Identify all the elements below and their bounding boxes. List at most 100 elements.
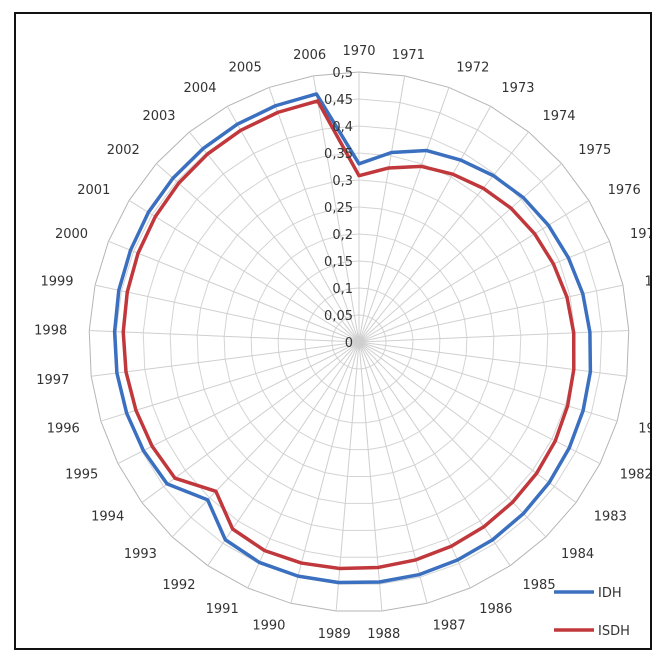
category-label: 1983 [594,510,627,525]
grid-spoke [247,341,360,589]
category-label: 1974 [542,109,575,124]
grid-spoke [358,75,406,343]
radial-tick-label: 0,1 [332,282,353,297]
grid-spoke [207,341,360,566]
radar-chart: 0 0,05 0,1 0,15 0,2 0,25 0,3 0,35 0,4 0,45 0,5 197… [34,44,650,642]
grid-spoke [358,87,450,343]
radial-tick-label: 0,25 [324,201,353,216]
category-label: 1991 [206,602,239,617]
grid-spoke [117,341,360,465]
grid-spoke [91,341,360,377]
grid-ring [169,152,549,531]
grid-spoke [358,341,618,422]
grid-ring [88,71,630,612]
radial-tick-label: 0,45 [324,93,353,108]
category-label: 1970 [342,44,375,59]
grid-spoke [358,341,547,538]
radial-tick-label: 0,05 [324,309,353,324]
radial-tick-label: 0,15 [324,255,353,270]
grid-ring [115,98,603,585]
grid-spoke [268,87,360,343]
category-label: 1997 [36,373,69,388]
radar-series [112,92,593,585]
category-label: 1986 [479,602,512,617]
legend-label: ISDH [598,624,630,639]
category-label: 1996 [47,422,80,437]
grid-spoke [155,163,360,343]
category-label: 1990 [252,619,285,634]
grid-spoke [358,341,577,503]
category-label: 2001 [77,183,110,198]
category-label: 2003 [142,109,175,124]
grid-spoke [358,341,627,377]
category-label: 1985 [523,578,556,593]
category-label: 1999 [40,274,73,289]
grid-spoke [358,330,629,343]
grid-spoke [128,200,360,343]
category-label: 1995 [65,467,98,482]
radial-tick-label: 0,35 [324,147,353,162]
grid-spoke [141,341,360,503]
category-label: 1971 [392,48,425,63]
grid-spoke [290,341,360,604]
grid-spoke [358,341,511,566]
category-label: 1992 [162,578,195,593]
category-label: 1994 [91,510,124,525]
radial-tick-labels: 0 0,05 0,1 0,15 0,2 0,25 0,3 0,35 0,4 0,45 0,5 [324,66,353,351]
grid-ring [304,287,414,397]
category-label: 1978 [644,274,650,289]
radial-tick-label: 0,2 [332,228,353,243]
grid-spoke [108,240,360,343]
grid-spoke [312,75,360,343]
grid-spoke [358,163,563,343]
category-label: 1980 [649,373,650,388]
series-line-idh [112,92,593,585]
grid-ring [331,314,387,370]
grid-spoke [100,341,360,422]
grid-spoke [358,284,624,343]
category-label: 2000 [55,227,88,242]
category-label: 2006 [293,48,326,63]
category-label: 1976 [608,183,641,198]
category-label: 1975 [578,143,611,158]
category-label: 2004 [183,81,216,96]
category-label: 1973 [501,81,534,96]
grid-ring [223,206,495,478]
radial-tick-label: 0 [345,336,353,351]
grid-spoke [89,330,360,343]
grid-ring [277,260,441,424]
grid-spoke [358,200,590,343]
category-label: 1998 [34,324,67,339]
category-label: 1988 [367,627,400,642]
category-label: 1993 [124,547,157,562]
grid-ring [250,233,468,451]
category-label: 1987 [433,619,466,634]
chart-frame: 0 0,05 0,1 0,15 0,2 0,25 0,3 0,35 0,4 0,45 0,5 197… [14,12,652,650]
grid-spoke [358,131,530,343]
radial-tick-label: 0,4 [332,120,353,135]
grid-spoke [171,341,360,538]
category-label: 1977 [630,227,650,242]
category-label: 1989 [318,627,351,642]
radar-spokes [89,72,629,612]
radial-tick-label: 0,3 [332,174,353,189]
legend: IDH ISDH [554,586,630,639]
grid-spoke [94,284,360,343]
grid-ring [142,125,576,558]
category-label: 1982 [620,467,650,482]
grid-spoke [358,106,492,343]
grid-spoke [358,341,601,465]
category-label: 1981 [638,422,650,437]
grid-spoke [335,341,360,612]
category-labels: 1970197119721973197419751976197719781979… [34,44,650,642]
series-line-isdh [121,99,576,571]
category-label: 2002 [107,143,140,158]
category-label: 1984 [561,547,594,562]
category-label: 2005 [229,61,262,76]
grid-ring [196,179,522,504]
radar-grid [88,71,630,612]
legend-label: IDH [598,586,622,601]
radial-tick-label: 0,5 [332,66,353,81]
grid-spoke [188,131,360,343]
grid-spoke [226,106,360,343]
